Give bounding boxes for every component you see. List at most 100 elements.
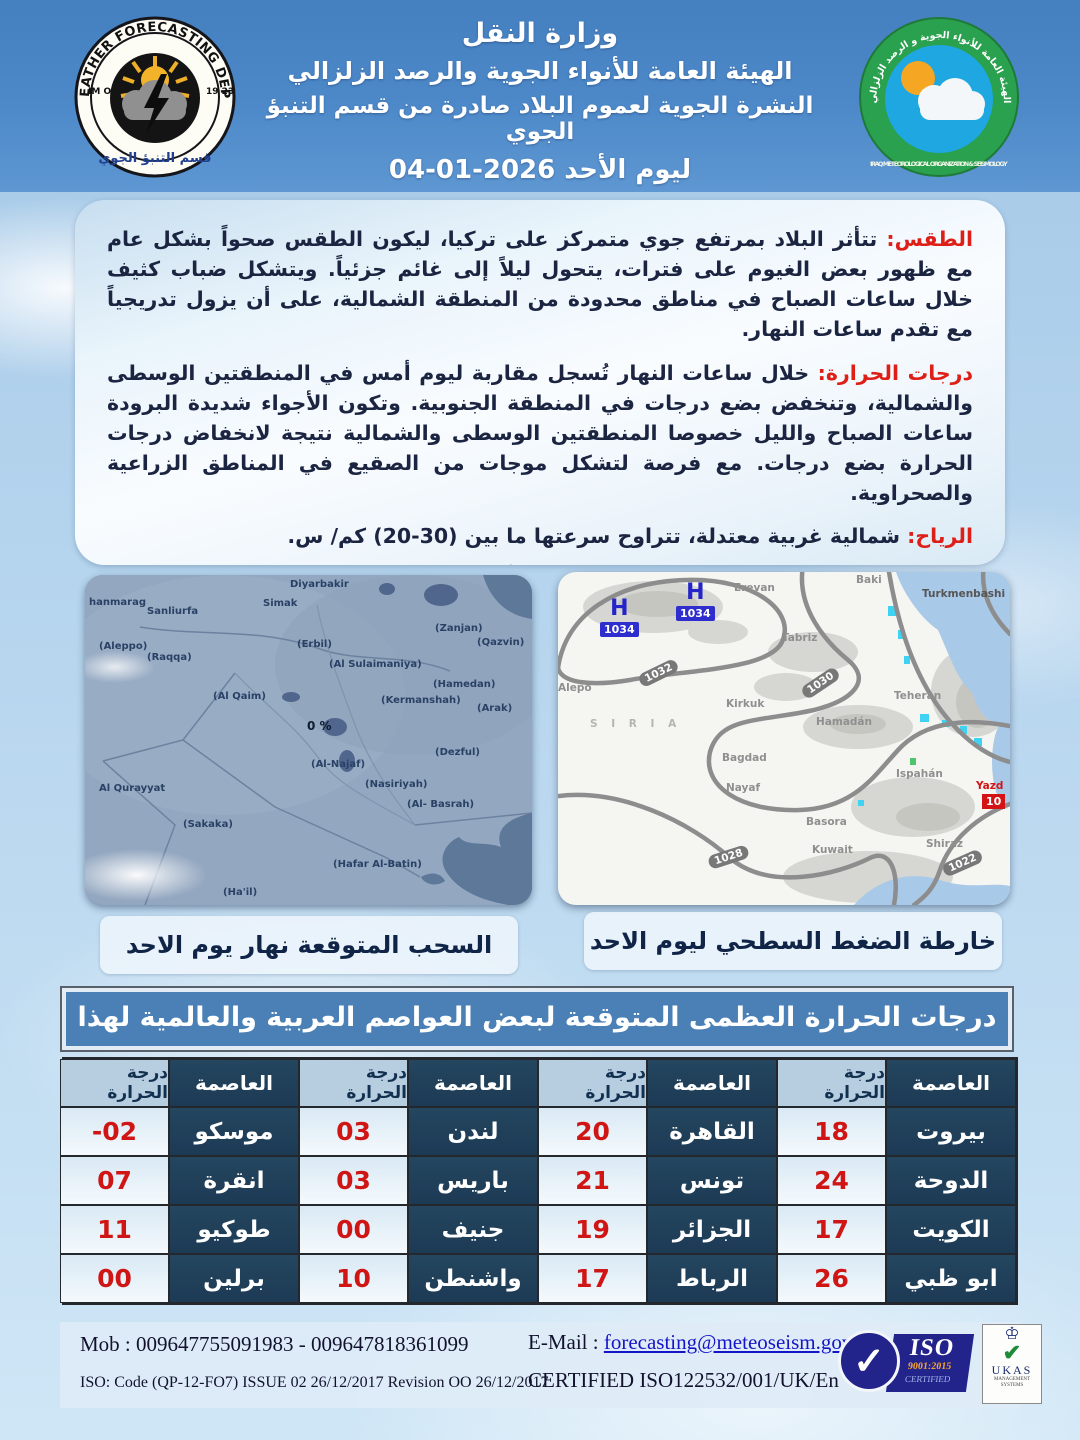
temperature-cell: 00 — [60, 1254, 169, 1303]
footer-contact-bar: Mob : 009647755091983 - 009647818361099 … — [60, 1322, 1042, 1408]
capital-cell: انقرة — [169, 1156, 299, 1205]
map-label: Al Qurayyat — [99, 783, 166, 794]
column-header-temperature: درجة الحرارة — [60, 1059, 169, 1107]
map-label: (Ha'il) — [223, 887, 258, 898]
temperature-cell: 20 — [538, 1107, 647, 1156]
temperature-cell: -02 — [60, 1107, 169, 1156]
high-pressure-symbol: H — [610, 596, 629, 621]
map-label: Tabriz — [782, 632, 818, 644]
map-label: Yazd — [976, 780, 1004, 792]
cloud-coverage-label: 0 % — [307, 719, 332, 733]
capital-cell: الجزائر — [647, 1205, 777, 1254]
crown-icon: ♔ — [1004, 1324, 1020, 1343]
map-label: Sanliurfa — [147, 606, 199, 617]
org-logo-icon: الهيئة العامة للأنواء الجوية و الرصد الز… — [859, 17, 1019, 177]
high-pressure-marker: H 1034 — [600, 596, 639, 637]
high-pressure-value: 1034 — [676, 606, 715, 621]
capital-cell: جنيف — [408, 1205, 538, 1254]
svg-text:IRAQ METEOROLOGICAL ORGANIZATI: IRAQ METEOROLOGICAL ORGANIZATION & SEISM… — [870, 161, 1008, 168]
ukas-badge-sub: MANAGEMENT SYSTEMS — [993, 1377, 1031, 1388]
forecast-temperature-text: خلال ساعات النهار تُسجل مقاربة ليوم أمس … — [107, 360, 973, 506]
forecast-wind-paragraph: الرياح: شمالية غربية معتدلة، تتراوح سرعت… — [107, 521, 973, 551]
map-label: (Hamedan) — [433, 679, 496, 690]
iso-badge-certified: CERTIFIED — [904, 1374, 952, 1384]
capital-cell: الرباط — [647, 1254, 777, 1303]
checkmark-icon: ✓ — [838, 1330, 900, 1392]
map-label: (Hafar Al-Batin) — [333, 859, 422, 870]
map-label: (Al Sulaimaniya) — [329, 659, 422, 670]
sun-icon — [901, 61, 935, 95]
map-label: Hamadán — [816, 716, 872, 728]
temperature-cell: 03 — [299, 1156, 408, 1205]
map-label: Basora — [806, 816, 847, 828]
authority-title: الهيئة العامة للأنواء الجوية والرصد الزل… — [287, 57, 793, 85]
surface-pressure-map: H 1034 H 1034 1032 1030 1028 1022 Erevan… — [558, 572, 1010, 905]
map-label: Diyarbakir — [290, 579, 349, 590]
map-label: (Qazvin) — [477, 637, 525, 648]
checkmark-icon: ✔ — [1002, 1340, 1022, 1365]
header-titles: وزارة النقل الهيئة العامة للأنواء الجوية… — [240, 18, 840, 185]
email-label: E-Mail : — [528, 1330, 604, 1354]
temperature-cell: 10 — [299, 1254, 408, 1303]
temperature-cell: 24 — [777, 1156, 886, 1205]
forecast-text-box: الطقس: تتأثر البلاد بمرتفع جوي متمركز عل… — [75, 200, 1005, 565]
cloud-map-caption: السحب المتوقعة نهار يوم الاحد — [100, 916, 518, 974]
capitals-temperatures-table: العاصمة درجة الحرارة العاصمة درجة الحرار… — [60, 1057, 1018, 1305]
map-label: Bagdad — [722, 752, 767, 764]
capital-cell: لندن — [408, 1107, 538, 1156]
svg-text:قسم التنبؤ الجوي: قسم التنبؤ الجوي — [98, 151, 211, 166]
map-label: (Nasiriyah) — [365, 779, 428, 790]
map-label: (Al Qaim) — [213, 691, 266, 702]
map-label: Erevan — [734, 582, 775, 594]
capital-cell: القاهرة — [647, 1107, 777, 1156]
svg-text:19 23: 19 23 — [206, 87, 234, 97]
cloud-map-graphic — [85, 575, 532, 905]
bulletin-date: ليوم الأحد 2026-01-04 — [388, 155, 692, 185]
temperature-cell: 17 — [777, 1205, 886, 1254]
temperature-cell: 18 — [777, 1107, 886, 1156]
forecast-wind-label: الرياح: — [907, 524, 973, 549]
map-label: (Erbil) — [297, 639, 332, 650]
capital-cell: طوكيو — [169, 1205, 299, 1254]
capital-cell: واشنطن — [408, 1254, 538, 1303]
forecast-weather-paragraph: الطقس: تتأثر البلاد بمرتفع جوي متمركز عل… — [107, 224, 973, 345]
high-pressure-value: 1034 — [600, 622, 639, 637]
mobile-numbers: Mob : 009647755091983 - 009647818361099 — [80, 1332, 469, 1356]
map-label: (Kermanshah) — [381, 695, 461, 706]
map-label: Turkmenbashi — [922, 588, 1006, 600]
map-label: (Raqqa) — [147, 652, 192, 663]
column-header-capital: العاصمة — [647, 1059, 777, 1107]
map-label: (Dezful) — [435, 747, 480, 758]
forecast-visibility-paragraph: الرؤية الأفقية: تتراوح ما بين (10-8) كم … — [107, 564, 973, 565]
map-label: Ispahán — [896, 768, 943, 780]
high-pressure-symbol: H — [686, 580, 705, 605]
map-label: hanmarag — [89, 597, 146, 608]
forecast-weather-text: تتأثر البلاد بمرتفع جوي متمركز على تركيا… — [107, 227, 973, 342]
capital-cell: برلين — [169, 1254, 299, 1303]
map-label: (Aleppo) — [99, 641, 148, 652]
map-label: Nayaf — [726, 782, 761, 794]
forecast-wind-text: شمالية غربية معتدلة، تتراوح سرعتها ما بي… — [287, 524, 908, 549]
certified-line: CERTIFIED ISO122532/001/UK/En — [528, 1368, 839, 1392]
column-header-temperature: درجة الحرارة — [777, 1059, 886, 1107]
temperature-cell: 11 — [60, 1205, 169, 1254]
map-label: (Arak) — [477, 703, 513, 714]
bulletin-title: النشرة الجوية لعموم البلاد صادرة من قسم … — [266, 93, 814, 145]
capital-cell: الدوحة — [886, 1156, 1016, 1205]
ukas-badge-name: UKAS — [991, 1363, 1033, 1377]
map-label: (Al- Basrah) — [407, 799, 475, 810]
temperature-cell: 26 — [777, 1254, 886, 1303]
map-label: Simak — [263, 598, 298, 609]
column-header-temperature: درجة الحرارة — [538, 1059, 647, 1107]
column-header-capital: العاصمة — [408, 1059, 538, 1107]
capital-cell: تونس — [647, 1156, 777, 1205]
forecast-temperature-paragraph: درجات الحرارة: خلال ساعات النهار تُسجل م… — [107, 358, 973, 509]
ministry-title: وزارة النقل — [461, 18, 619, 49]
email-link[interactable]: forecasting@meteoseism.gov.iq — [603, 1330, 873, 1354]
cloud-forecast-map: Diyarbakir hanmarag Sanliurfa Simak (Ale… — [85, 575, 532, 905]
map-label: Alepo — [558, 682, 592, 694]
column-header-temperature: درجة الحرارة — [299, 1059, 408, 1107]
pressure-map-caption: خارطة الضغط السطحي ليوم الاحد — [584, 912, 1002, 970]
seal-logo-icon: WEATHER FORECASTING DEPT. IM OS 19 23 قس… — [67, 5, 236, 178]
